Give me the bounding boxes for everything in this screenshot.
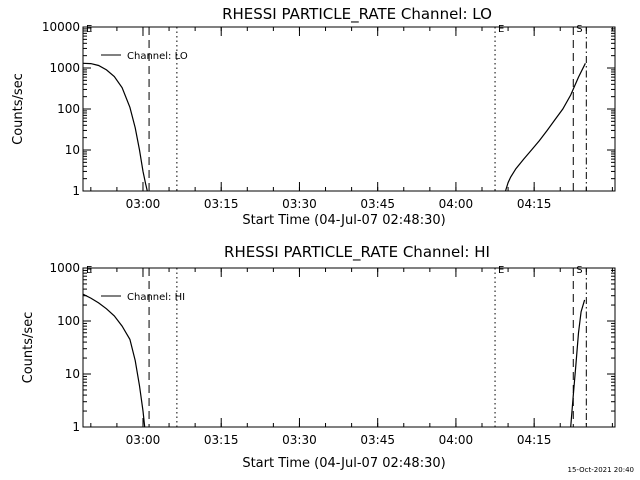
y-tick-label: 10000 [42,20,80,34]
y-tick-label: 100 [57,314,80,328]
x-tick-label: 04:15 [517,433,552,447]
event-marker-label: E [86,24,92,35]
y-axis-label: Counts/sec [21,312,36,384]
plot-frame [82,267,616,428]
y-tick-label: 1 [72,420,80,434]
chart-panel-2: RHESSI PARTICLE_RATE Channel: HI 1 10 100 10… [21,243,616,471]
x-tick-label: 04:00 [439,197,474,211]
series-line [570,299,586,428]
y-tick-label: 10 [65,367,80,381]
y-axis-label: Counts/sec [11,73,26,145]
series-line [504,63,586,192]
y-tick-label: 10 [65,143,80,157]
x-tick-label: 03:00 [126,197,161,211]
event-marker-label: E [86,265,92,276]
x-axis-label: Start Time (04-Jul-07 02:48:30) [242,456,445,471]
event-marker-label: E [498,24,504,35]
y-tick-label: 100 [57,102,80,116]
x-tick-label: 03:45 [360,197,395,211]
timestamp: 15-Oct-2021 20:40 [567,466,634,474]
event-marker-label: S [576,265,582,276]
x-tick-label: 03:45 [360,433,395,447]
event-marker-label: S [576,24,582,35]
legend-entry: Channel: HI [127,292,185,303]
x-tick-label: 04:00 [439,433,474,447]
chart-title: RHESSI PARTICLE_RATE Channel: LO [222,5,492,24]
series-line [82,293,146,428]
event-marker-label: E [498,265,504,276]
x-tick-label: 03:00 [126,433,161,447]
y-tick-label: 1000 [49,61,80,75]
chart-panel-1: RHESSI PARTICLE_RATE Channel: LO 1 10 100 10… [11,5,616,228]
x-tick-label: 03:30 [282,433,317,447]
y-tick-label: 1000 [49,261,80,275]
x-tick-label: 03:30 [282,197,317,211]
x-axis-label: Start Time (04-Jul-07 02:48:30) [242,213,445,228]
timestamp-container: 15-Oct-2021 20:40 [568,459,634,477]
x-tick-label: 03:15 [204,197,239,211]
x-tick-label: 04:15 [517,197,552,211]
y-tick-label: 1 [72,184,80,198]
chart-title: RHESSI PARTICLE_RATE Channel: HI [224,243,490,262]
legend-entry: Channel: LO [127,51,188,62]
x-tick-label: 03:15 [204,433,239,447]
series-line [82,62,148,192]
